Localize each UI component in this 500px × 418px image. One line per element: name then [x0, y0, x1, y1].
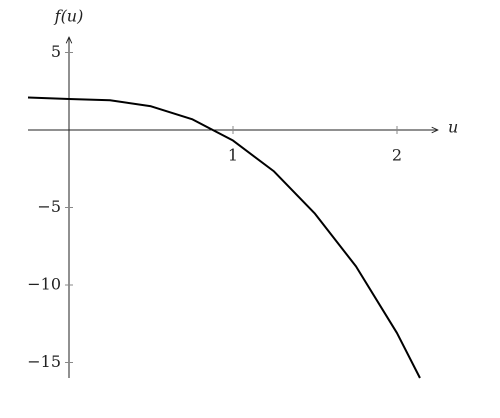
- x-axis-label: u: [448, 118, 458, 137]
- y-tick-label: −5: [37, 197, 61, 216]
- x-tick-label: 2: [392, 146, 402, 165]
- y-tick-label: −10: [27, 275, 61, 294]
- y-axis-label: f(u): [54, 7, 84, 26]
- y-tick-label: 5: [51, 42, 61, 61]
- y-tick-label: −15: [27, 352, 61, 371]
- x-tick-label: 1: [228, 146, 238, 165]
- curve: [27, 96, 421, 379]
